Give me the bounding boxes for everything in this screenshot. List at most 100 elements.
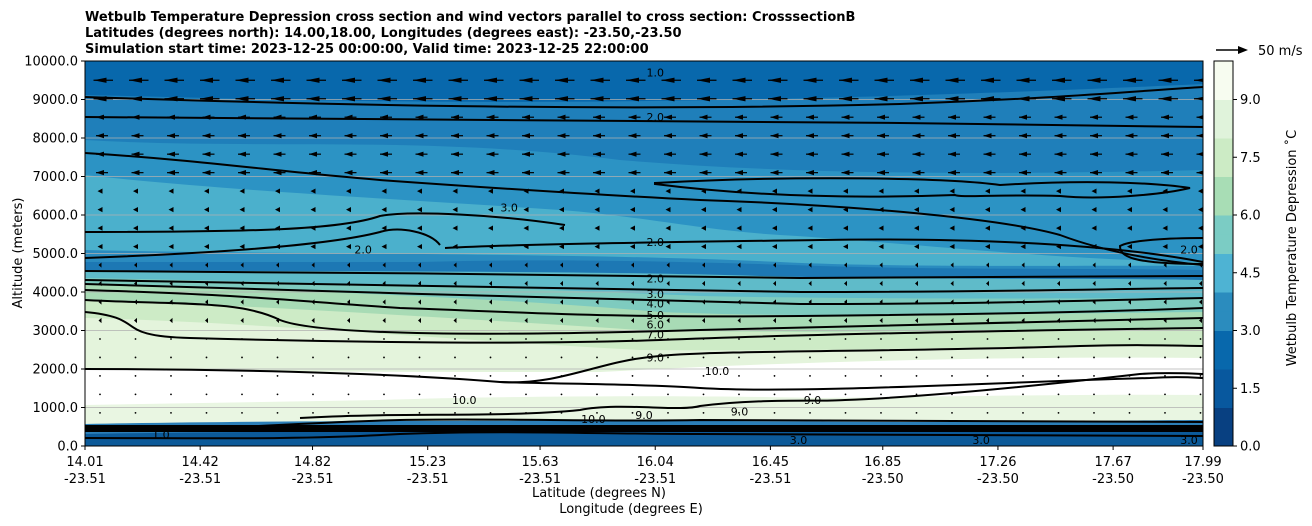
wind-vector bbox=[383, 338, 385, 340]
wind-vector bbox=[1093, 375, 1095, 377]
colorbar-band bbox=[1214, 61, 1233, 81]
wind-vector bbox=[844, 280, 847, 287]
wind-vector bbox=[1127, 243, 1132, 250]
wind-vector bbox=[736, 207, 742, 213]
colorbar-band bbox=[1214, 195, 1233, 216]
colorbar bbox=[1214, 61, 1233, 447]
colorbar-band bbox=[1214, 369, 1233, 389]
wind-vector bbox=[844, 375, 847, 377]
y-tick-label: 3000.0 bbox=[33, 324, 79, 339]
wind-vector bbox=[453, 262, 457, 268]
wind-vector bbox=[417, 243, 422, 250]
wind-vector bbox=[525, 411, 527, 414]
contour-label: 2.0 bbox=[646, 236, 664, 249]
x-tick-label-lon: -23.50 bbox=[1092, 472, 1134, 487]
x-tick-label-lon: -23.51 bbox=[749, 472, 791, 487]
wind-vector bbox=[915, 375, 918, 377]
contour-label: 9.0 bbox=[635, 409, 653, 422]
wind-vector bbox=[1056, 188, 1061, 194]
wind-vector bbox=[738, 375, 740, 377]
wind-vector bbox=[949, 225, 955, 231]
contour-label: 2.0 bbox=[646, 111, 664, 124]
wind-vector bbox=[773, 280, 776, 287]
wind-vector bbox=[807, 243, 813, 250]
wind-vector bbox=[879, 299, 883, 305]
wind-vector bbox=[844, 299, 847, 305]
wind-vector bbox=[773, 338, 776, 340]
wind-vector bbox=[702, 299, 705, 305]
wind-vector bbox=[951, 356, 953, 359]
wind-vector bbox=[665, 207, 671, 213]
wind-vector bbox=[773, 317, 776, 324]
wind-vector bbox=[809, 375, 811, 377]
chart-title-line-3: Simulation start time: 2023-12-25 00:00:… bbox=[85, 42, 649, 57]
colorbar-band bbox=[1214, 407, 1233, 428]
wind-vector bbox=[560, 338, 563, 340]
wind-vector bbox=[773, 411, 776, 414]
wind-vector bbox=[133, 225, 138, 231]
wind-vector bbox=[205, 411, 208, 414]
wind-vector bbox=[311, 299, 315, 305]
wind-vector bbox=[736, 225, 742, 231]
wind-vector bbox=[418, 280, 421, 287]
wind-vector bbox=[772, 225, 777, 231]
wind-vector bbox=[844, 411, 847, 414]
wind-vector bbox=[985, 207, 990, 213]
wind-vector bbox=[1091, 243, 1097, 250]
wind-vector bbox=[949, 207, 955, 213]
wind-vector bbox=[1057, 317, 1060, 324]
wind-vector bbox=[524, 280, 528, 287]
wind-vector bbox=[205, 299, 208, 305]
wind-vector bbox=[239, 243, 245, 250]
wind-vector bbox=[844, 393, 847, 396]
wind-vector bbox=[383, 356, 385, 359]
wind-vector bbox=[630, 243, 635, 250]
wind-vector bbox=[560, 317, 563, 324]
contour-2-left bbox=[85, 152, 1203, 266]
wind-vector bbox=[276, 356, 279, 359]
wind-vector bbox=[1057, 299, 1060, 305]
wind-vector bbox=[596, 375, 598, 377]
wind-vector bbox=[241, 411, 243, 414]
wind-vector bbox=[879, 262, 883, 268]
wind-vector bbox=[665, 225, 671, 231]
wind-vector bbox=[239, 225, 245, 231]
contour-9 bbox=[85, 344, 1203, 384]
wind-vector bbox=[844, 356, 847, 359]
wind-vector bbox=[453, 280, 457, 287]
wind-vector bbox=[453, 299, 457, 305]
wind-vector bbox=[880, 356, 882, 359]
wind-vector bbox=[525, 393, 527, 396]
x-axis-ticks: 14.01 -23.51 14.42 -23.51 14.82 -23.51 15.23 -2… bbox=[64, 446, 1224, 487]
wind-vector bbox=[347, 317, 350, 324]
wind-vector bbox=[525, 356, 527, 359]
colorbar-ticks: 0.0 1.5 3.0 4.5 6.0 7.5 9.0 bbox=[1233, 93, 1261, 455]
y-tick-label: 2000.0 bbox=[33, 363, 79, 378]
wind-vector bbox=[97, 225, 103, 231]
contour-2-b bbox=[1118, 237, 1203, 265]
x-tick-label-lat: 17.67 bbox=[1095, 455, 1132, 470]
wind-vector bbox=[560, 299, 563, 305]
wind-vector bbox=[204, 225, 209, 231]
wind-vector bbox=[204, 188, 209, 194]
wind-vector bbox=[559, 225, 564, 231]
wind-vector bbox=[452, 243, 458, 250]
wind-vector bbox=[949, 188, 955, 194]
wind-vector bbox=[347, 375, 350, 377]
wind-vector bbox=[489, 317, 492, 324]
wind-vector bbox=[524, 262, 528, 268]
wind-vector bbox=[666, 299, 670, 305]
wind-vector bbox=[915, 356, 918, 359]
wind-vector bbox=[809, 393, 811, 396]
colorbar-tick-label: 3.0 bbox=[1240, 324, 1261, 339]
wind-vector bbox=[560, 375, 563, 377]
wind-vector bbox=[1057, 338, 1060, 340]
wind-vector bbox=[1163, 299, 1167, 305]
wind-vector bbox=[985, 225, 990, 231]
wind-vector bbox=[809, 338, 811, 340]
wind-vector bbox=[878, 188, 884, 194]
x-tick-label-lon: -23.51 bbox=[634, 472, 676, 487]
wind-vector bbox=[1057, 411, 1060, 414]
wind-vector bbox=[97, 207, 103, 213]
x-tick-label-lon: -23.51 bbox=[292, 472, 334, 487]
